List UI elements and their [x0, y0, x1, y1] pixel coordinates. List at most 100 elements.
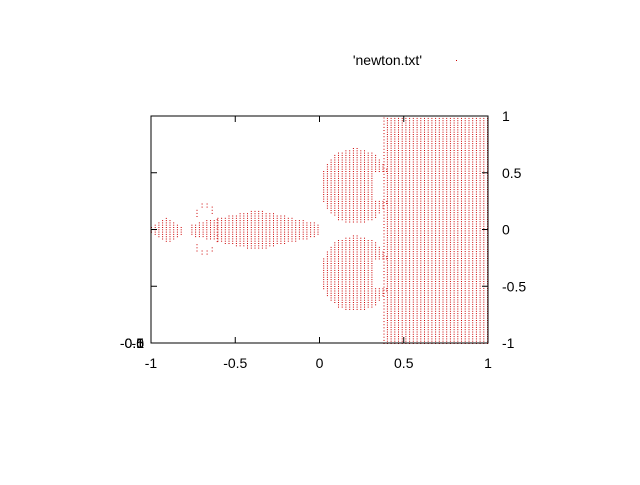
data-point — [412, 166, 414, 168]
data-point — [383, 130, 385, 131]
data-point — [464, 173, 466, 174]
data-point — [386, 134, 388, 135]
data-point — [409, 207, 411, 209]
data-point — [280, 240, 282, 242]
data-point — [472, 253, 474, 255]
data-point — [390, 264, 392, 266]
data-point — [360, 189, 362, 191]
data-point — [457, 166, 459, 168]
data-point — [435, 313, 437, 315]
data-point — [334, 198, 336, 200]
data-point — [420, 166, 422, 168]
data-point — [398, 186, 399, 188]
data-point — [390, 260, 392, 262]
data-point — [431, 241, 433, 243]
data-point — [435, 170, 437, 172]
data-point — [341, 306, 343, 308]
data-point — [409, 168, 411, 170]
data-point — [412, 246, 414, 248]
data-point — [409, 336, 411, 338]
data-point — [386, 120, 388, 122]
data-point — [475, 184, 477, 186]
data-point — [446, 258, 448, 259]
data-point — [442, 134, 444, 135]
data-point — [360, 150, 362, 152]
data-point — [438, 200, 440, 202]
data-point — [338, 219, 339, 221]
data-point — [180, 231, 182, 233]
data-point — [341, 279, 343, 281]
data-point — [338, 200, 339, 202]
data-point — [453, 306, 455, 308]
data-point — [453, 258, 455, 259]
data-point — [409, 228, 411, 230]
data-point — [479, 237, 481, 239]
data-point — [446, 212, 448, 214]
data-point — [427, 221, 429, 223]
data-point — [345, 168, 347, 170]
data-point — [468, 184, 470, 186]
data-point — [424, 196, 425, 197]
data-point — [464, 140, 466, 142]
data-point — [475, 175, 477, 177]
data-point — [475, 191, 477, 193]
data-point — [475, 216, 477, 218]
data-point — [345, 308, 347, 310]
data-point — [401, 271, 403, 273]
data-point — [364, 292, 365, 294]
data-point — [401, 246, 403, 248]
data-point — [461, 235, 462, 236]
data-point — [390, 120, 392, 122]
data-point — [334, 260, 336, 262]
data-point — [431, 154, 433, 156]
data-point — [461, 253, 462, 255]
data-point — [364, 194, 365, 195]
data-point — [273, 227, 274, 228]
data-point — [356, 260, 358, 262]
data-point — [352, 260, 354, 262]
data-point — [323, 286, 325, 287]
data-point — [338, 198, 339, 200]
data-point — [341, 281, 343, 283]
data-point — [398, 317, 399, 319]
data-point — [446, 301, 448, 303]
data-point — [349, 157, 351, 159]
data-point — [364, 159, 365, 161]
data-point — [247, 236, 248, 238]
data-point — [394, 223, 396, 225]
data-point — [401, 152, 403, 154]
data-point — [334, 175, 336, 177]
data-point — [424, 251, 425, 253]
data-point — [483, 244, 485, 246]
data-point — [383, 167, 385, 169]
data-point — [409, 281, 411, 282]
data-point — [461, 127, 462, 129]
data-point — [302, 222, 304, 224]
data-point — [383, 245, 385, 247]
data-point — [371, 180, 373, 182]
data-point — [464, 136, 466, 138]
data-point — [330, 251, 332, 253]
data-point — [457, 260, 459, 262]
data-point — [475, 301, 477, 303]
data-point — [412, 150, 414, 151]
data-point — [247, 238, 248, 240]
data-point — [356, 279, 358, 281]
data-point — [228, 231, 230, 233]
data-point — [420, 260, 422, 262]
data-point — [371, 187, 373, 189]
data-point — [446, 225, 448, 227]
data-point — [341, 194, 343, 195]
data-point — [464, 253, 466, 255]
data-point — [345, 180, 347, 182]
data-point — [438, 244, 440, 246]
data-point — [326, 203, 328, 205]
data-point — [356, 244, 358, 246]
data-point — [442, 271, 444, 273]
data-point — [405, 301, 407, 303]
data-point — [431, 198, 433, 200]
data-point — [457, 170, 459, 172]
data-point — [442, 262, 444, 264]
data-point — [442, 232, 444, 234]
data-point — [449, 313, 451, 315]
